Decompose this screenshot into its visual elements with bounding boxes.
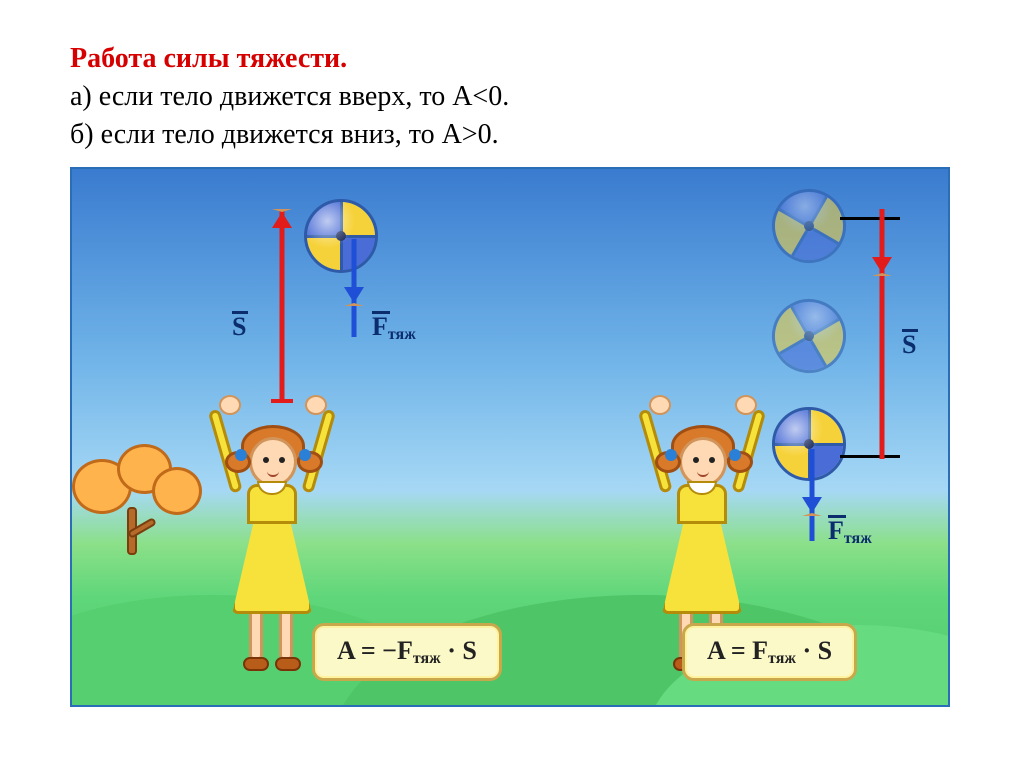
heading-line-b: б) если тело движется вниз, то А>0.	[70, 116, 954, 154]
heading-line-a: а) если тело движется вверх, то А<0.	[70, 78, 954, 116]
ball-right-mid-ghost	[758, 286, 859, 387]
ball-right-top-ghost	[758, 176, 859, 277]
arrow-s-left	[270, 211, 294, 401]
arrow-f-left	[342, 239, 366, 337]
label-f-right: Fтяж	[828, 515, 872, 548]
heading-block: Работа силы тяжести. а) если тело движет…	[70, 40, 954, 153]
label-s-left: S	[232, 311, 248, 342]
formula-right: A = Fтяж · S	[682, 623, 857, 681]
arrow-f-right	[800, 449, 824, 541]
heading-title: Работа силы тяжести.	[70, 40, 954, 78]
arrow-s-right	[870, 209, 894, 459]
formula-left: A = −Fтяж · S	[312, 623, 502, 681]
label-f-left: Fтяж	[372, 311, 416, 344]
ball-left	[304, 199, 378, 273]
slide: Работа силы тяжести. а) если тело движет…	[0, 0, 1024, 768]
illustration-scene: S Fтяж S Fтяж A = −Fтяж · S A = Fтяж · S	[70, 167, 950, 707]
label-s-right: S	[902, 329, 918, 360]
